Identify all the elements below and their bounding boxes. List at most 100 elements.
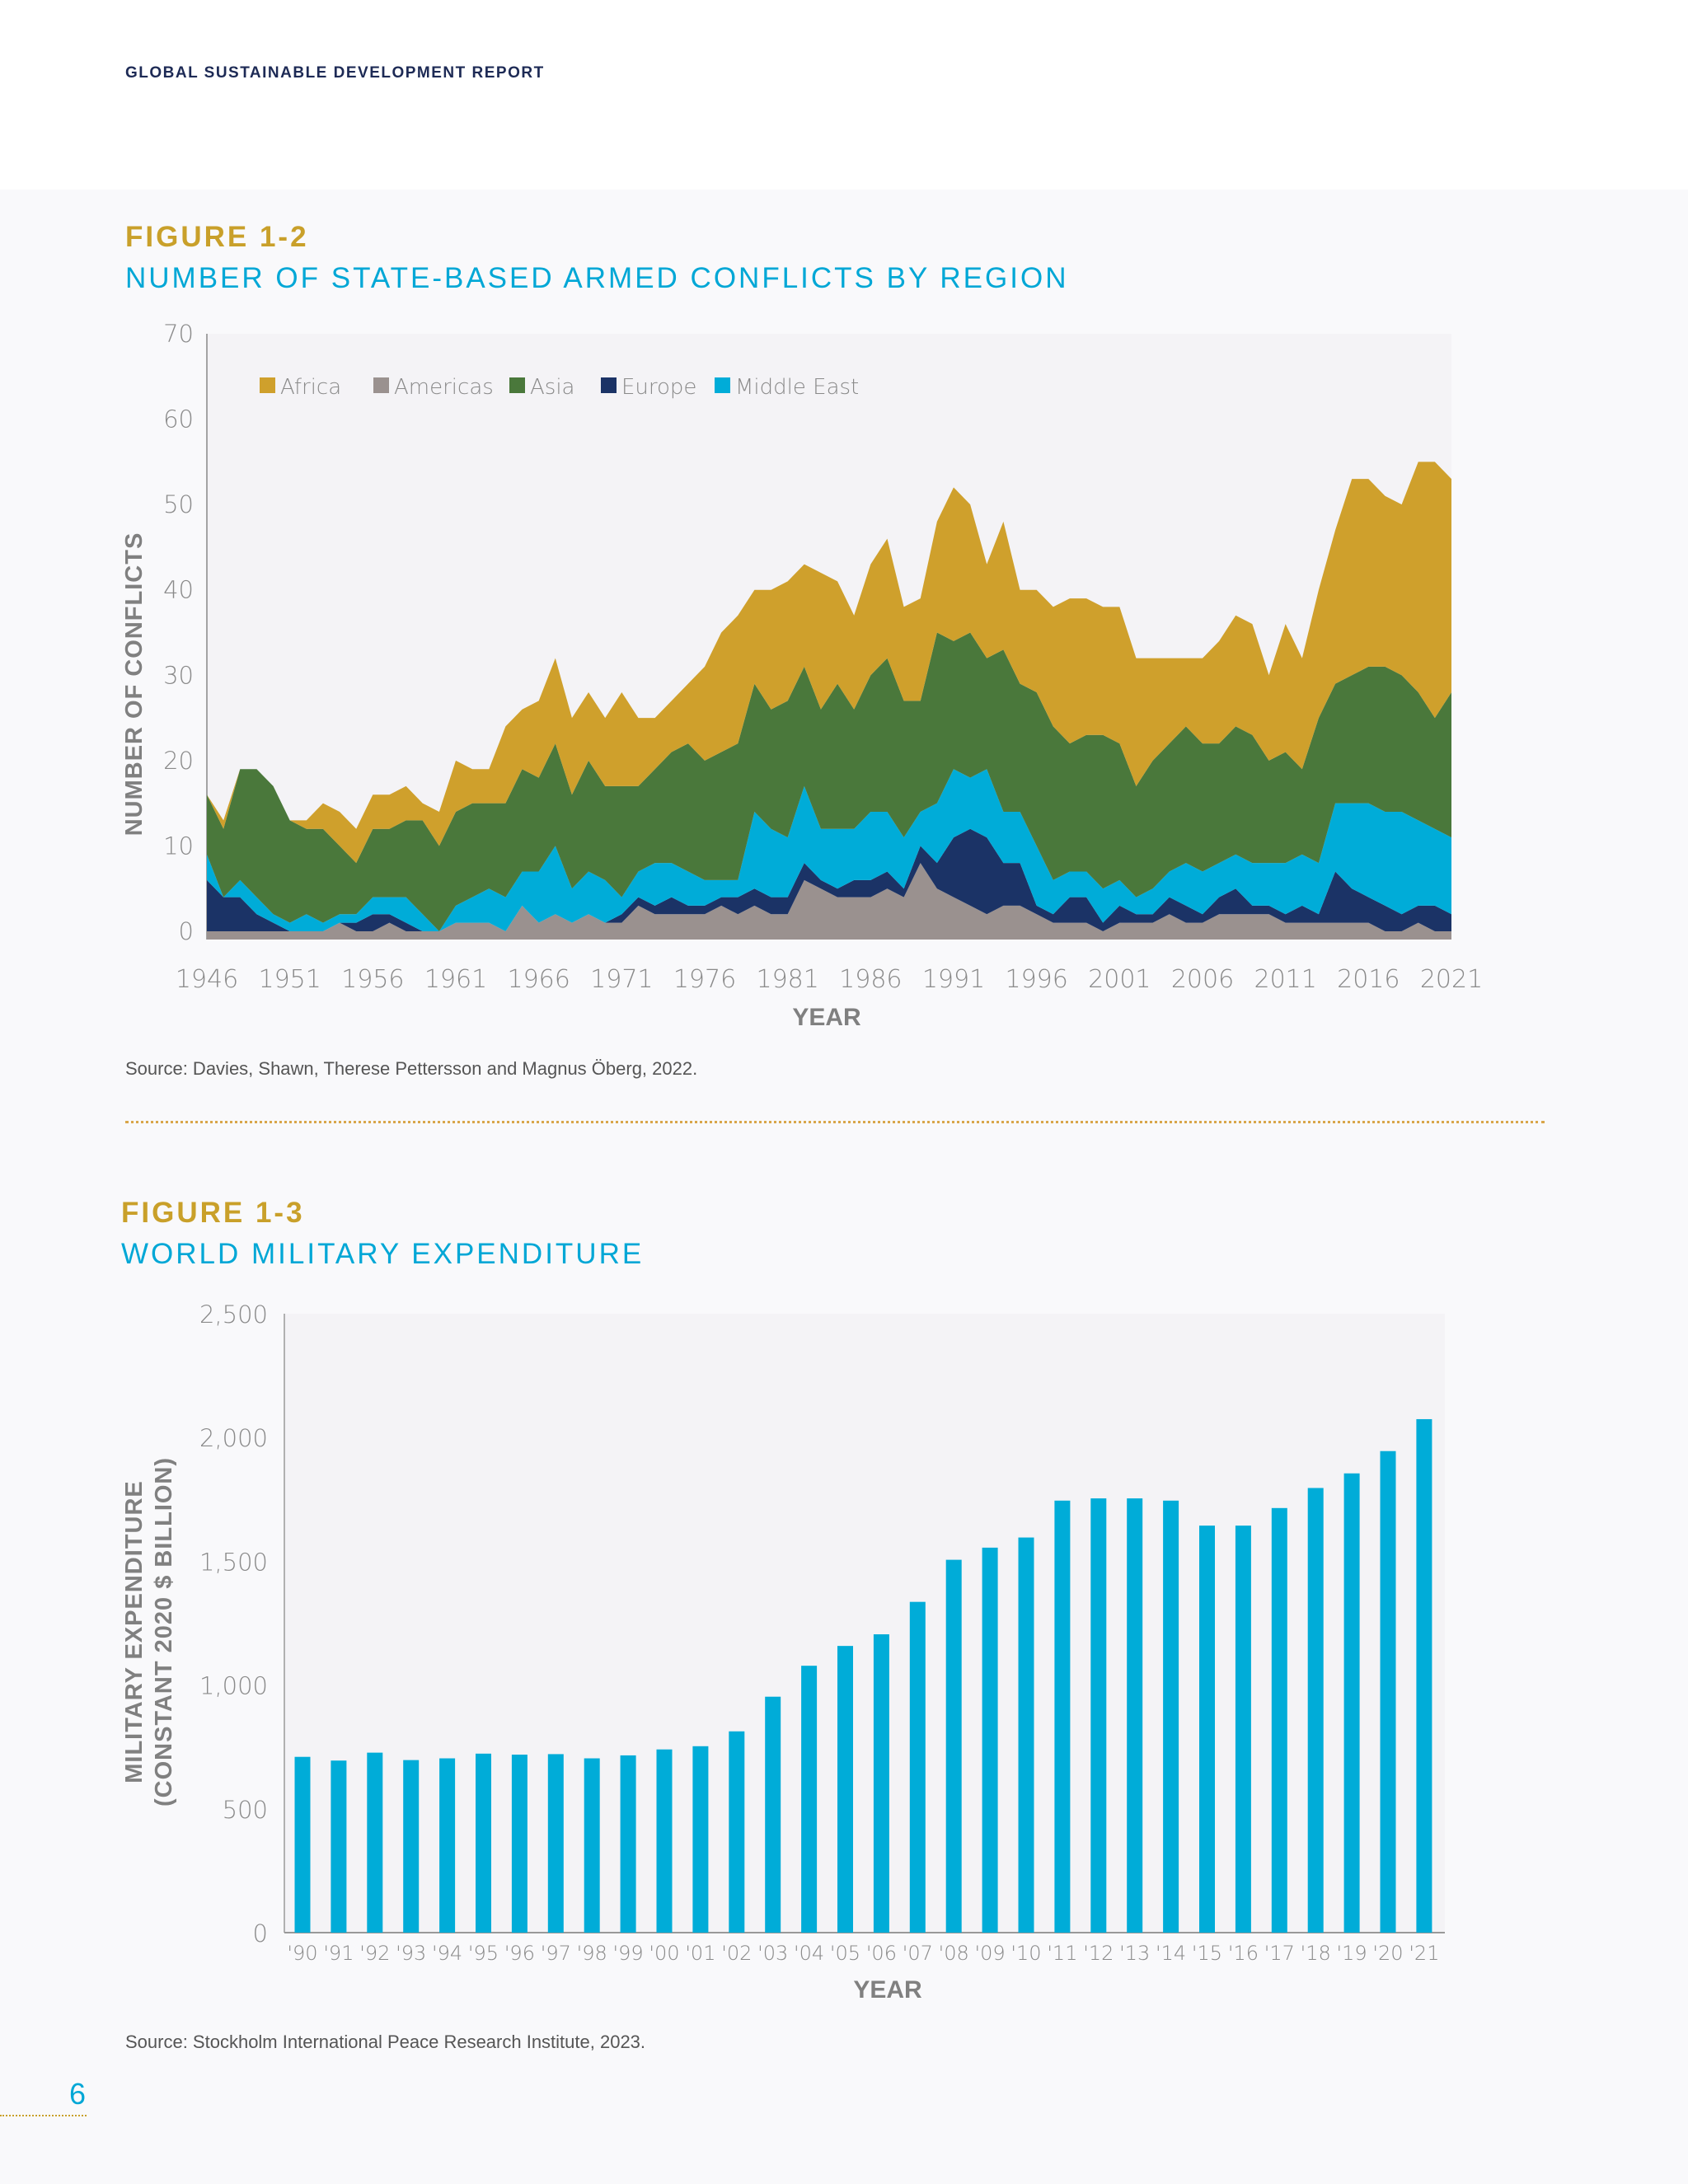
x-tick-label: 1951 — [258, 965, 321, 994]
x-axis-title: YEAR — [792, 1004, 861, 1031]
y-tick-label: 0 — [179, 917, 194, 945]
bar-04 — [801, 1666, 818, 1933]
x-tick-label: 1946 — [176, 965, 238, 994]
x-tick-label: '12 — [1083, 1942, 1114, 1965]
bar-06 — [873, 1634, 889, 1933]
x-tick-label: '16 — [1228, 1942, 1259, 1965]
x-tick-label: '18 — [1301, 1942, 1331, 1965]
x-tick-label: '11 — [1047, 1942, 1077, 1965]
x-tick-label: '91 — [323, 1942, 354, 1965]
legend-label-europe: Europe — [621, 375, 696, 400]
bar-10 — [1018, 1537, 1034, 1933]
y-tick-label: 60 — [163, 405, 194, 434]
legend-label-africa: Africa — [280, 375, 341, 400]
x-tick-label: 2016 — [1337, 965, 1400, 994]
x-tick-label: '08 — [939, 1942, 969, 1965]
x-tick-label: '03 — [757, 1942, 788, 1965]
x-tick-label: '02 — [721, 1942, 752, 1965]
area-series-asia — [207, 632, 1451, 931]
legend-swatch-africa — [260, 377, 275, 393]
y-tick-label: 1,500 — [199, 1548, 268, 1576]
x-tick-label: '20 — [1372, 1942, 1403, 1965]
x-tick-label: '00 — [649, 1942, 679, 1965]
y-axis-title-line1: MILITARY EXPENDITURE — [121, 1480, 148, 1783]
bar-02 — [729, 1731, 745, 1933]
figure-1-number: FIGURE 1-2 — [125, 221, 309, 253]
x-tick-label: '06 — [866, 1942, 897, 1965]
bar-95 — [476, 1753, 491, 1933]
y-tick-label: 70 — [163, 320, 194, 348]
x-tick-label: '93 — [396, 1942, 426, 1965]
figure-2-number: FIGURE 1-3 — [121, 1197, 305, 1229]
x-tick-label: '10 — [1010, 1942, 1041, 1965]
x-tick-label: 1971 — [590, 965, 653, 994]
x-tick-label: '14 — [1156, 1942, 1186, 1965]
bar-chart: '90'91'92'93'94'95'96'97'98'99'00'01'02 '… — [121, 1301, 1445, 2004]
bar-90 — [294, 1756, 311, 1933]
y-axis-title: NUMBER OF CONFLICTS — [121, 532, 148, 837]
x-tick-label: 1981 — [756, 965, 818, 994]
x-tick-label: '15 — [1192, 1942, 1222, 1965]
y-tick-label: 1,000 — [199, 1672, 268, 1700]
x-tick-label: '94 — [432, 1942, 462, 1965]
y-tick-label: 2,500 — [199, 1301, 268, 1329]
area-series-americas — [207, 863, 1451, 940]
bar-99 — [620, 1755, 636, 1933]
y-tick-label: 10 — [163, 832, 194, 860]
x-tick-label: 1996 — [1005, 965, 1067, 994]
y-tick-label: 2,000 — [199, 1424, 268, 1452]
legend-swatch-asia — [509, 377, 525, 393]
bar-97 — [547, 1754, 564, 1933]
area-series-middle-east — [207, 769, 1451, 931]
x-tick-label: 1961 — [424, 965, 487, 994]
y-tick-label: 50 — [163, 490, 194, 518]
y-tick-label: 500 — [223, 1796, 268, 1824]
legend-label-americas: Americas — [394, 375, 494, 400]
y-axis-title-line2: (CONSTANT 2020 $ BILLION) — [151, 1457, 177, 1807]
figure-2-source: Source: Stockholm International Peace Re… — [125, 2032, 646, 2052]
x-tick-label: '98 — [577, 1942, 607, 1965]
x-tick-label: 2006 — [1171, 965, 1234, 994]
x-tick-label: 1991 — [922, 965, 985, 994]
legend-swatch-middle-east — [715, 377, 730, 393]
figure-1-title: NUMBER OF STATE-BASED ARMED CONFLICTS BY… — [125, 262, 1069, 294]
bar-19 — [1343, 1473, 1360, 1933]
legend-swatch-europe — [601, 377, 617, 393]
x-tick-label: '09 — [975, 1942, 1006, 1965]
x-tick-label: '05 — [830, 1942, 860, 1965]
bar-15 — [1199, 1526, 1215, 1933]
legend-swatch-americas — [373, 377, 389, 393]
area-series-europe — [207, 828, 1451, 931]
bar-92 — [367, 1752, 383, 1933]
y-tick-label: 0 — [253, 1919, 268, 1947]
area-chart: 0 10 20 30 40 50 60 70 1946 1951 1956 1961 1966 1971 1… — [121, 320, 1483, 1031]
page-number: 6 — [69, 2077, 87, 2111]
x-tick-label: '95 — [468, 1942, 499, 1965]
x-tick-label: '13 — [1119, 1942, 1150, 1965]
bar-94 — [439, 1758, 456, 1933]
bar-11 — [1054, 1500, 1071, 1933]
x-axis-title: YEAR — [853, 1976, 922, 2004]
bar-12 — [1090, 1498, 1107, 1933]
bar-17 — [1271, 1507, 1287, 1933]
x-tick-label: '01 — [685, 1942, 715, 1965]
x-tick-label: '07 — [903, 1942, 933, 1965]
bar-18 — [1307, 1488, 1324, 1933]
figure-2-title: WORLD MILITARY EXPENDITURE — [121, 1238, 645, 1270]
bar-16 — [1235, 1526, 1251, 1933]
x-tick-label: '04 — [794, 1942, 824, 1965]
y-tick-label: 20 — [163, 747, 194, 775]
bar-00 — [656, 1749, 673, 1933]
bar-01 — [692, 1746, 709, 1933]
x-tick-label: 1966 — [507, 965, 570, 994]
page-number-underline — [0, 2115, 87, 2116]
x-tick-label: '99 — [613, 1942, 644, 1965]
x-tick-label: 2011 — [1254, 965, 1316, 994]
figure-1-source: Source: Davies, Shawn, Therese Pettersso… — [125, 1058, 698, 1079]
x-tick-label: '92 — [359, 1942, 390, 1965]
x-tick-label: '97 — [541, 1942, 571, 1965]
bar-14 — [1163, 1500, 1179, 1933]
bar-05 — [837, 1646, 853, 1933]
x-tick-label: 1956 — [341, 965, 404, 994]
bar-21 — [1416, 1418, 1432, 1933]
